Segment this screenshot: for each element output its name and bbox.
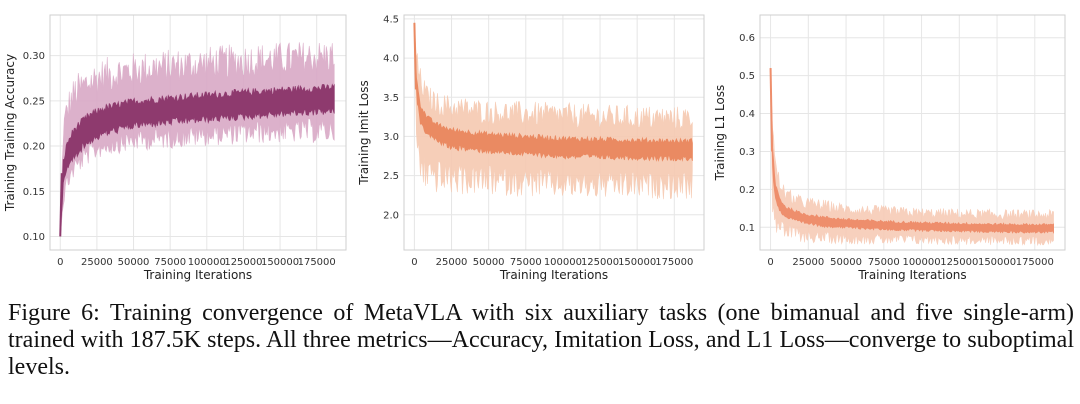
plot-frame	[759, 14, 1066, 251]
x-tick-label: 25000	[792, 257, 824, 268]
plot-frame	[403, 14, 705, 251]
variance-band	[414, 22, 693, 200]
x-tick-label: 25000	[81, 257, 113, 268]
caption-label: Figure 6:	[8, 300, 100, 326]
y-axis-label: Training Imit Loss	[357, 80, 371, 186]
x-tick-label: 125000	[581, 257, 619, 268]
y-tick-label: 4.5	[383, 14, 399, 25]
x-tick-label: 0	[57, 257, 63, 268]
caption-text: Training convergence of MetaVLA with six…	[8, 300, 1074, 380]
x-tick-label: 100000	[188, 257, 226, 268]
chart-2: 0 25000 50000 75000 100000125000150000175000…	[357, 14, 705, 282]
y-tick-label: 0.2	[739, 185, 755, 196]
x-axis-label: Training Iterations	[857, 268, 966, 282]
y-tick-label: 0.4	[739, 109, 755, 120]
figure-6-charts: 0 25000 50000 75000 100000125000150000175000…	[3, 14, 1066, 282]
y-tick-label: 0.30	[23, 51, 45, 62]
x-tick-label: 50000	[830, 257, 862, 268]
x-tick-label: 50000	[118, 257, 150, 268]
initial-spike	[413, 22, 417, 90]
x-tick-label: 0	[411, 257, 417, 268]
x-tick-label: 50000	[473, 257, 505, 268]
x-tick-label: 75000	[510, 257, 542, 268]
x-tick-label: 125000	[224, 257, 262, 268]
x-tick-label: 75000	[154, 257, 186, 268]
chart-1: 0 25000 50000 75000 100000125000150000175000…	[3, 14, 347, 282]
x-tick-label: 175000	[655, 257, 693, 268]
mean-series	[59, 83, 335, 237]
x-axis-label: Training Iterations	[499, 268, 608, 282]
mean-series	[413, 22, 693, 162]
y-tick-label: 3.0	[383, 132, 399, 143]
x-tick-label: 175000	[298, 257, 336, 268]
x-tick-label: 75000	[868, 257, 900, 268]
y-tick-label: 0.25	[23, 96, 45, 107]
variance-band	[59, 42, 335, 237]
y-tick-label: 3.5	[383, 93, 399, 104]
y-tick-label: 0.1	[739, 223, 755, 234]
y-tick-label: 2.0	[383, 210, 399, 221]
y-tick-label: 0.3	[739, 147, 755, 158]
y-tick-label: 4.0	[383, 54, 399, 65]
y-tick-label: 0.10	[23, 232, 45, 243]
x-tick-label: 100000	[902, 257, 940, 268]
x-tick-label: 150000	[618, 257, 656, 268]
x-tick-label: 150000	[978, 257, 1016, 268]
y-tick-label: 0.20	[23, 142, 45, 153]
initial-spike	[769, 68, 774, 152]
x-tick-label: 150000	[261, 257, 299, 268]
y-axis-label: Training L1 Loss	[713, 85, 727, 182]
y-axis-label: Training Training Accuracy	[3, 54, 17, 212]
y-tick-label: 0.5	[739, 71, 755, 82]
mean-series	[770, 68, 1054, 234]
x-axis-label: Training Iterations	[143, 268, 252, 282]
x-tick-label: 25000	[436, 257, 468, 268]
x-tick-label: 125000	[940, 257, 978, 268]
chart-3: 0 25000 50000 75000 100000 125000 150000 175000…	[713, 14, 1066, 282]
x-tick-label: 175000	[1016, 257, 1054, 268]
y-tick-label: 0.6	[739, 33, 755, 44]
figure-caption: Figure 6: Training convergence of MetaVL…	[8, 300, 1074, 381]
y-tick-label: 2.5	[383, 171, 399, 182]
plot-frame	[49, 14, 347, 251]
x-tick-label: 100000	[544, 257, 582, 268]
initial-spike	[59, 173, 63, 237]
y-tick-label: 0.15	[23, 187, 45, 198]
x-tick-label: 0	[767, 257, 773, 268]
